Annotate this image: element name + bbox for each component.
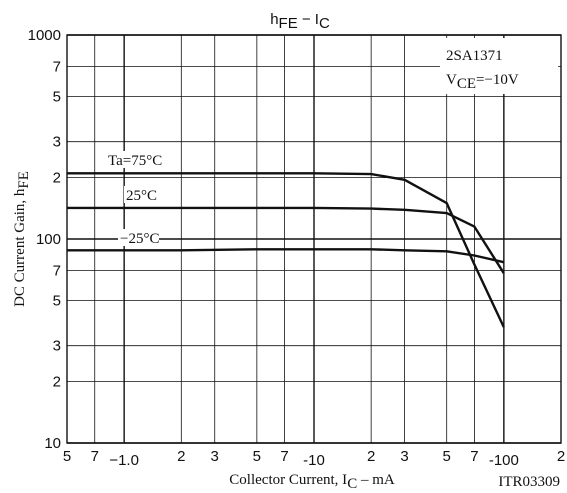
x-tick-label: 7 — [470, 448, 478, 465]
y-tick-label: 100 — [36, 231, 61, 248]
annotation-bg — [440, 38, 558, 94]
series-label: −25°C — [120, 231, 159, 247]
annotation: VCE=−10V — [446, 72, 519, 92]
x-tick-label: 2 — [557, 448, 565, 465]
series-label: Ta=75°C — [108, 153, 162, 169]
x-tick-label: 7 — [91, 448, 99, 465]
y-tick-label: 5 — [53, 88, 61, 105]
y-tick-label: 2 — [53, 374, 61, 391]
annotation-part: 2SA1371 — [446, 48, 503, 64]
chart-title-part: C — [319, 15, 330, 32]
chart-title: hFE − IC — [270, 11, 330, 32]
chart-title-part: − I — [298, 11, 319, 28]
x-axis-label-part: – mA — [357, 472, 395, 488]
series-line — [67, 248, 505, 264]
annotation-part: V — [446, 72, 457, 88]
annotation-part: =−10V — [476, 72, 519, 88]
x-tick-label: 5 — [63, 448, 71, 465]
annotation: 2SA1371 — [446, 48, 503, 64]
y-axis-label-part: FE — [16, 171, 32, 189]
y-axis-label-part: DC Current Gain, h — [12, 188, 28, 307]
y-axis-label: DC Current Gain, hFE — [12, 171, 32, 307]
x-tick-label: −1.0 — [109, 452, 139, 469]
x-axis-label-part: C — [347, 476, 357, 492]
series-label-bg — [118, 229, 159, 246]
series-line — [67, 172, 505, 328]
series-label-bg — [106, 151, 164, 168]
x-tick-label: 3 — [400, 448, 408, 465]
x-tick-label: 7 — [280, 448, 288, 465]
y-tick-label: 3 — [53, 134, 61, 151]
x-tick-label: 2 — [177, 448, 185, 465]
y-tick-label: 1000 — [28, 27, 61, 44]
chart-title-part: h — [270, 11, 278, 28]
series-label: 25°C — [126, 188, 157, 204]
x-tick-label: 2 — [367, 448, 375, 465]
y-tick-label: 2 — [53, 170, 61, 187]
x-tick-label: -100 — [489, 452, 519, 469]
series-line — [67, 206, 505, 274]
annotation-part: CE — [457, 76, 476, 92]
y-tick-label: 10 — [44, 435, 61, 452]
y-tick-label: 3 — [53, 338, 61, 355]
plot-frame — [66, 34, 562, 444]
y-tick-label: 5 — [53, 292, 61, 309]
chart-title-part: FE — [279, 15, 298, 32]
y-tick-label: 7 — [53, 263, 61, 280]
x-tick-label: 3 — [211, 448, 219, 465]
x-tick-label: -10 — [303, 452, 325, 469]
x-axis-label: Collector Current, IC – mA — [229, 472, 395, 492]
figure-id: ITR03309 — [498, 474, 560, 490]
x-axis-label-part: Collector Current, I — [229, 472, 347, 488]
x-tick-label: 5 — [443, 448, 451, 465]
x-tick-label: 5 — [253, 448, 261, 465]
y-tick-label: 7 — [53, 59, 61, 76]
series-label-bg — [124, 186, 157, 203]
